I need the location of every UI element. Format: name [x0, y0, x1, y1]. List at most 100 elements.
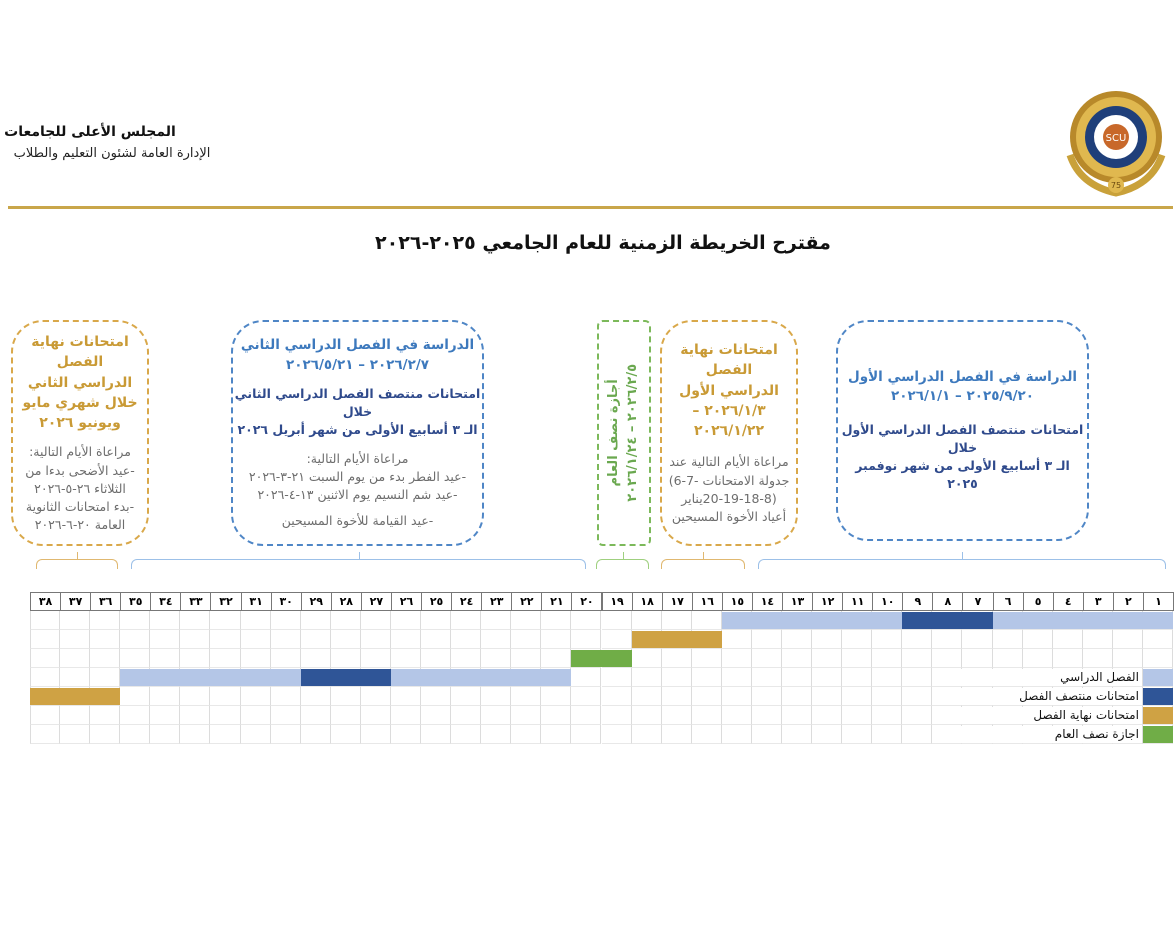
grid-cell [1082, 630, 1113, 649]
grid-cell [90, 725, 121, 744]
brace-second-finals [36, 552, 118, 569]
midyear-vacation-box: أجازة نصف العام ٢٠٢٦/٢/٥ – ٢٠٢٦/١/٢٤ [597, 320, 651, 546]
grid-cell [330, 725, 361, 744]
week-header: ٣ [1082, 592, 1114, 611]
grid-cell [872, 725, 903, 744]
page-title: مقترح الخريطة الزمنية للعام الجامعي ٢٠٢٥… [375, 232, 831, 254]
grid-cell [962, 630, 993, 649]
grid-cell [150, 725, 181, 744]
week-header: ١٤ [751, 592, 783, 611]
grid-cell [1082, 649, 1113, 668]
grid-cell [872, 687, 903, 706]
grid-cell [631, 649, 662, 668]
first-finals-start: ٢٠٢٦/١/٣ – [692, 402, 766, 419]
schedule-bar-finals [30, 688, 121, 705]
grid-cell [691, 649, 722, 668]
grid-cell [932, 649, 963, 668]
second-semester-box: الدراسة في الفصل الدراسي الثاني ٢٠٢٦/٢/٧… [231, 320, 484, 546]
week-header: ٢٠ [571, 592, 603, 611]
grid-cell [751, 649, 782, 668]
grid-cell [210, 725, 241, 744]
grid-cell [781, 725, 813, 744]
grid-cell [631, 725, 662, 744]
grid-cell [30, 706, 61, 725]
grid-cell [872, 649, 903, 668]
grid-cell [421, 611, 452, 630]
second-semester-note: -عيد الفطر بدء من يوم السبت ٢١-٣-٢٠٢٦ [248, 468, 467, 484]
grid-cell [541, 725, 572, 744]
week-header: ٢١ [541, 592, 573, 611]
grid-cell [781, 668, 813, 687]
grid-cell [842, 706, 873, 725]
first-finals-title: امتحانات نهاية الفصل [680, 342, 778, 379]
second-midterm-text: امتحانات منتصف الفصل الدراسي الثاني خلال [234, 386, 481, 420]
first-semester-dates: ٢٠٢٥/٩/٢٠ – ٢٠٢٦/١/١ [891, 388, 1035, 405]
grid-cell [300, 706, 331, 725]
grid-cell [90, 706, 121, 725]
grid-cell [240, 611, 271, 630]
grid-cell [1112, 630, 1143, 649]
grid-cell [330, 649, 361, 668]
grid-cell [571, 611, 602, 630]
legend-swatch-vacation [1142, 726, 1173, 743]
grid-cell [541, 706, 572, 725]
grid-cell [180, 611, 211, 630]
second-semester-dates: ٢٠٢٦/٢/٧ – ٢٠٢٦/٥/٢١ [286, 356, 430, 373]
grid-cell [330, 630, 361, 649]
grid-cell [932, 630, 963, 649]
grid-cell [661, 706, 692, 725]
legend-swatch-midterm [1142, 688, 1173, 705]
week-header: ٢٣ [481, 592, 513, 611]
schedule-bar-midterm [300, 669, 391, 686]
grid-cell [601, 725, 632, 744]
week-header: ٢٤ [451, 592, 483, 611]
schedule-bar-vacation [571, 650, 632, 667]
week-header: ٣٤ [150, 592, 182, 611]
grid-cell [451, 649, 482, 668]
second-semester-note: -عيد القيامة للأخوة المسيحين [281, 512, 434, 528]
second-finals-period-2: ويونيو ٢٠٢٦ [39, 415, 121, 432]
grid-cell [30, 725, 61, 744]
grid-cell [60, 649, 91, 668]
grid-cell [812, 630, 843, 649]
grid-cell [721, 630, 752, 649]
week-header: ١٣ [781, 592, 814, 611]
first-midterm-period: الـ ٣ أسابيع الأولى من شهر نوفمبر ٢٠٢٥ [855, 458, 1070, 492]
first-semester-title: الدراسة في الفصل الدراسي الأول [847, 368, 1078, 385]
grid-cell [90, 611, 121, 630]
grid-cell [601, 668, 632, 687]
grid-cell [812, 668, 843, 687]
grid-cell [120, 706, 151, 725]
grid-cell [601, 630, 632, 649]
grid-cell [631, 611, 662, 630]
first-finals-box: امتحانات نهاية الفصل الدراسي الأول ٢٠٢٦/… [660, 320, 798, 546]
grid-cell [601, 706, 632, 725]
grid-cell [902, 706, 933, 725]
week-header: ٣٢ [210, 592, 242, 611]
grid-cell [571, 706, 602, 725]
grid-cell [902, 668, 933, 687]
grid-cell [270, 706, 301, 725]
grid-cell [270, 630, 301, 649]
grid-cell [721, 687, 752, 706]
week-header: ٦ [992, 592, 1024, 611]
grid-cell [120, 611, 151, 630]
grid-cell [902, 649, 933, 668]
grid-cell [150, 630, 181, 649]
grid-cell [481, 630, 512, 649]
second-finals-note: مراعاة الأيام التالية: [29, 444, 131, 460]
week-header: ١٠ [872, 592, 904, 611]
grid-cell [812, 725, 843, 744]
grid-cell [240, 630, 271, 649]
grid-cell [661, 725, 692, 744]
grid-cell [300, 630, 331, 649]
grid-cell [631, 706, 662, 725]
grid-cell [1112, 706, 1143, 725]
grid-cell [330, 706, 361, 725]
grid-cell [511, 706, 542, 725]
grid-cell [60, 630, 91, 649]
week-header: ١٧ [661, 592, 693, 611]
grid-cell [691, 725, 722, 744]
week-header: ٢٥ [421, 592, 453, 611]
grid-cell [721, 668, 752, 687]
